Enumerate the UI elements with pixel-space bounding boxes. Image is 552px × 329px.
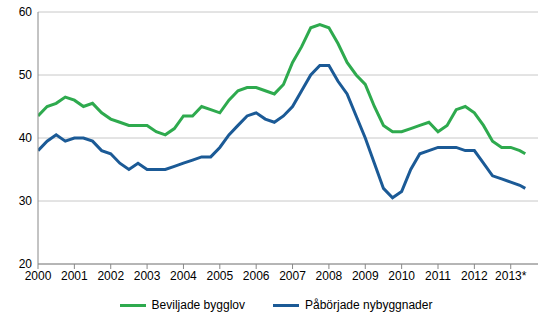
svg-text:2008: 2008: [316, 269, 343, 283]
svg-text:2009: 2009: [352, 269, 379, 283]
html-text:Beviljade bygglov: Beviljade bygglov: [151, 298, 245, 312]
svg-text:20: 20: [19, 257, 33, 271]
svg-text:2002: 2002: [97, 269, 124, 283]
svg-text:2010: 2010: [388, 269, 415, 283]
svg-text:2004: 2004: [170, 269, 197, 283]
svg-text:40: 40: [19, 131, 33, 145]
svg-text:2011: 2011: [425, 269, 451, 283]
svg-text:2003: 2003: [134, 269, 161, 283]
svg-text:60: 60: [19, 5, 33, 19]
svg-text:50: 50: [19, 68, 33, 82]
html-text:Påbörjade nybyggnader: Påbörjade nybyggnader: [305, 298, 433, 312]
svg-text:2013*: 2013*: [495, 269, 527, 283]
svg-text:2012: 2012: [461, 269, 488, 283]
svg-text:2000: 2000: [24, 268, 52, 283]
svg-text:2005: 2005: [206, 269, 233, 283]
svg-text:2001: 2001: [61, 269, 88, 283]
svg-text:30: 30: [19, 194, 33, 208]
svg-text:2006: 2006: [243, 269, 270, 283]
svg-text:2007: 2007: [279, 269, 306, 283]
